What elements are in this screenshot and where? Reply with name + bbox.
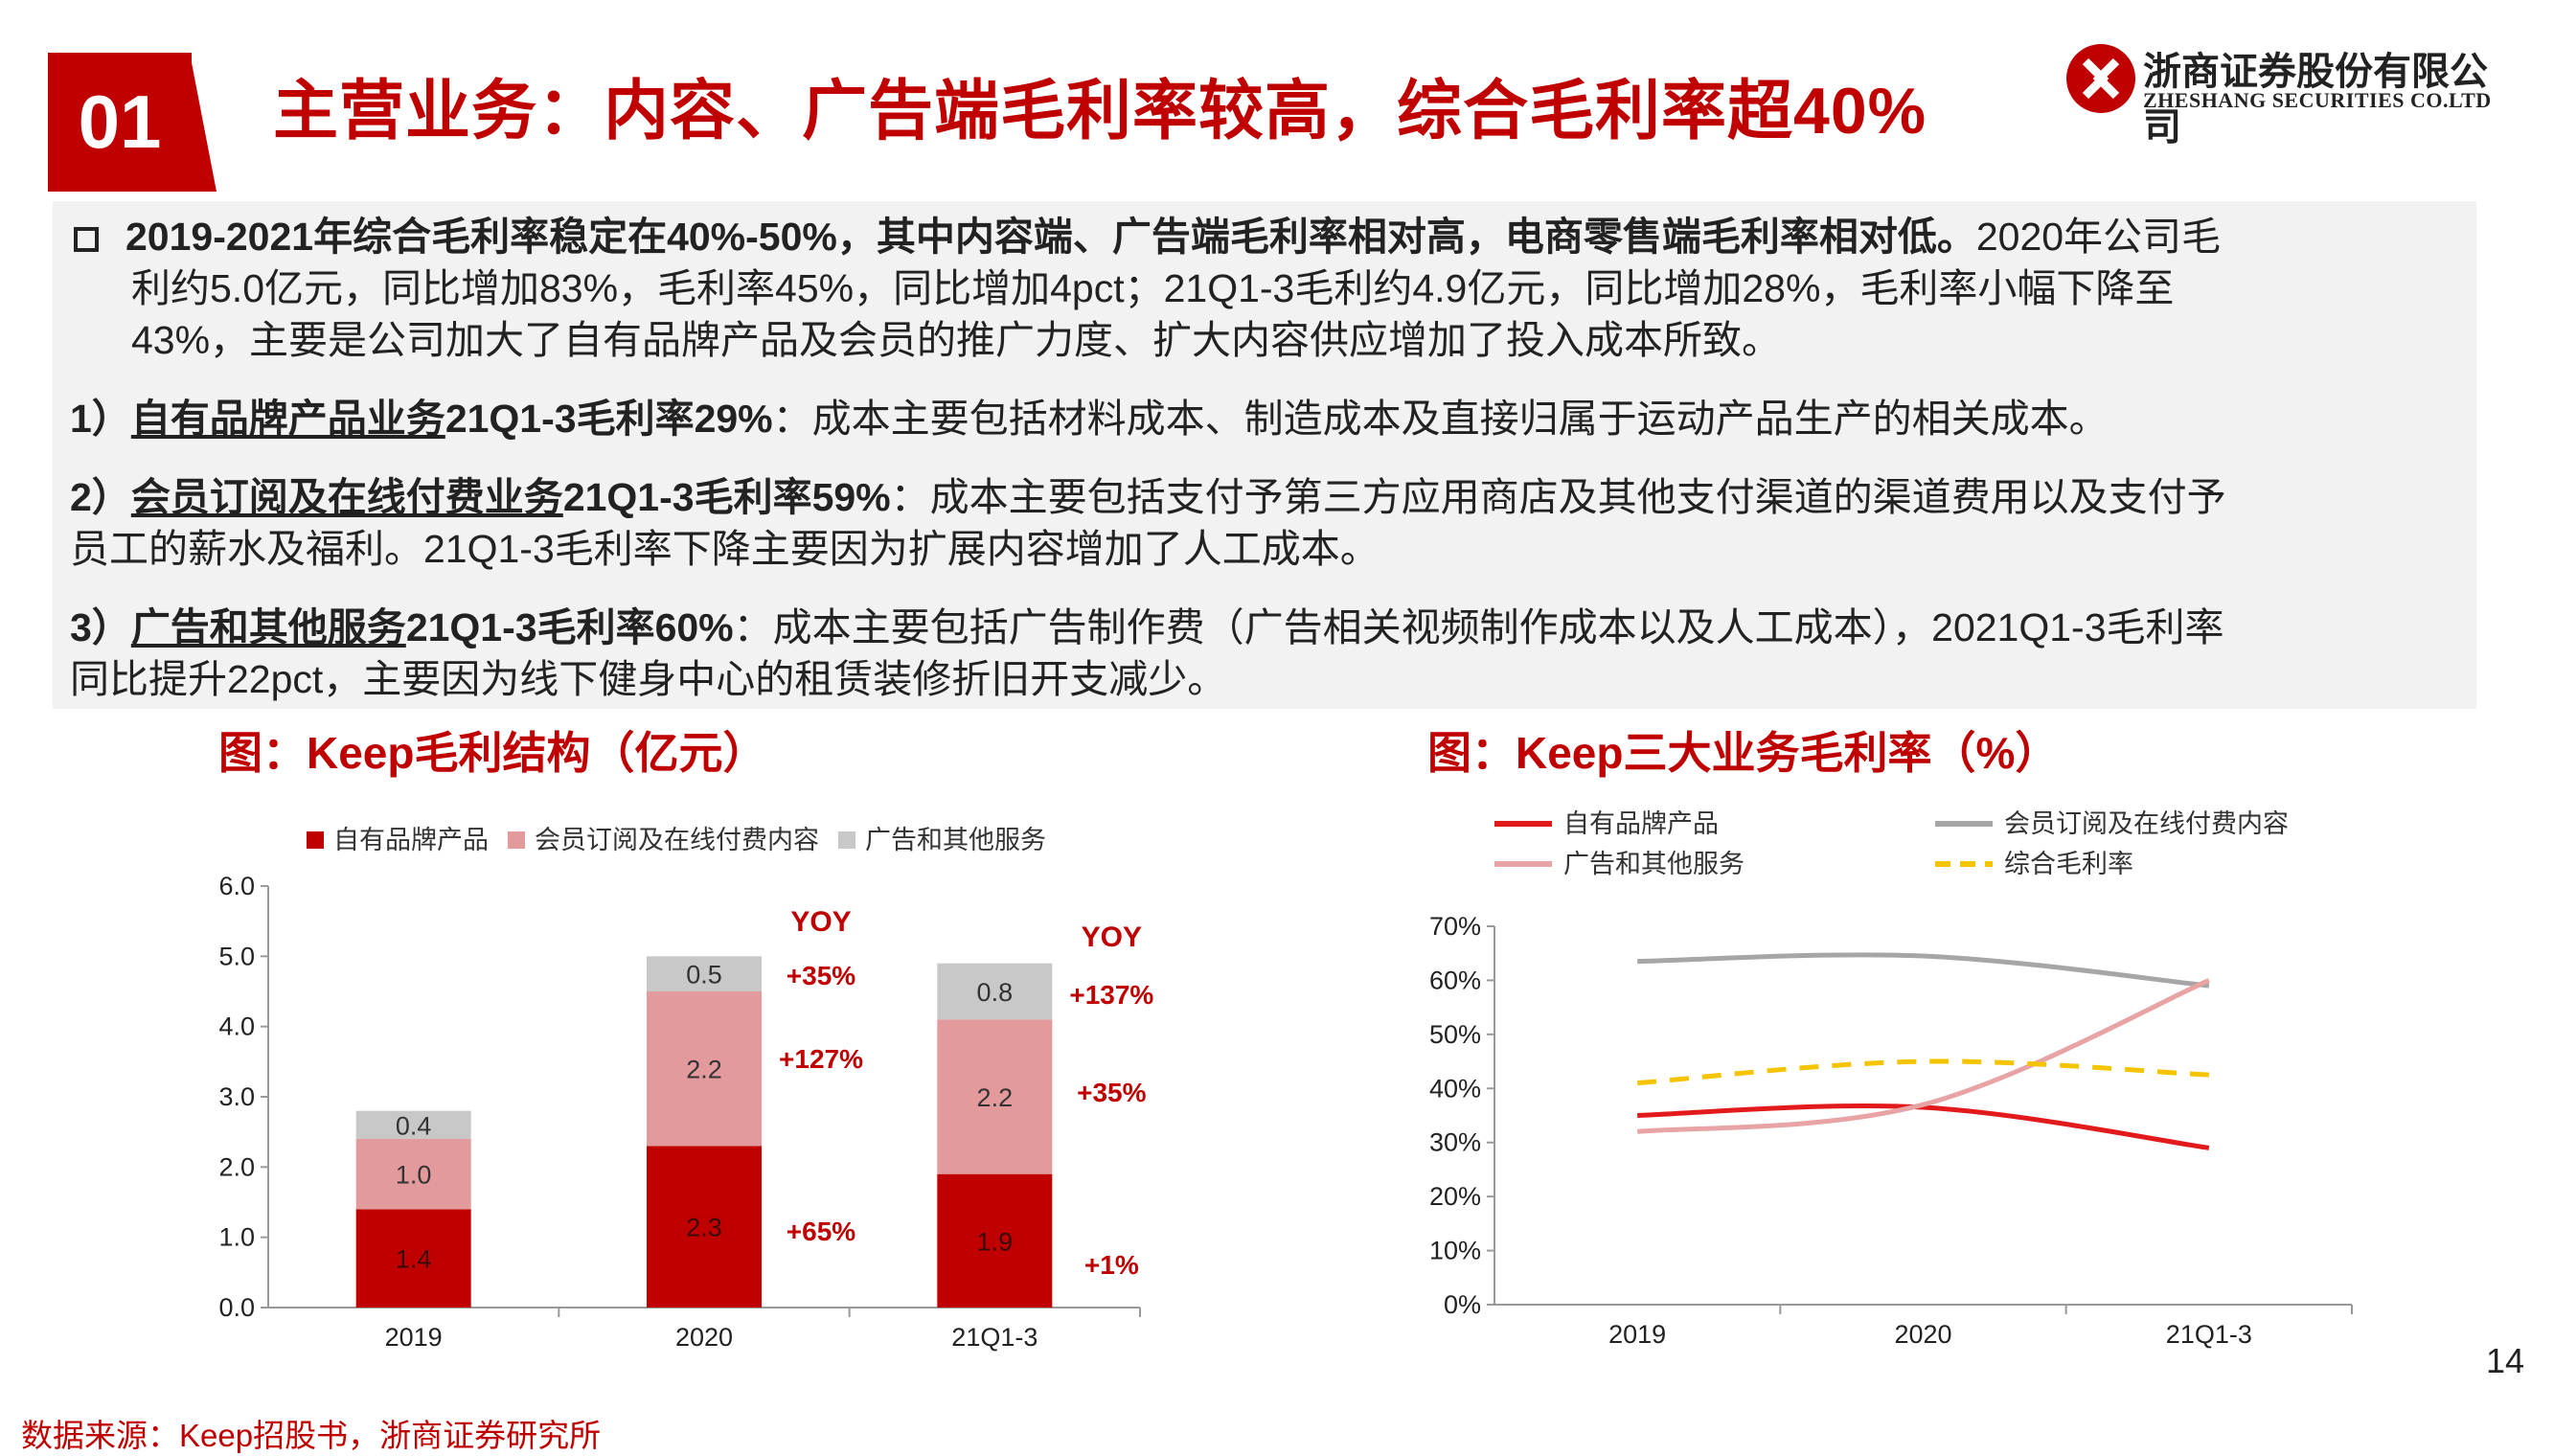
yoy-header: YOY: [790, 906, 851, 938]
left-chart-title: 图：Keep毛利结构（亿元）: [218, 728, 767, 778]
summary-paragraph-0: 2019-2021年综合毛利率稳定在40%-50%，其中内容端、广告端毛利率相对…: [74, 211, 2469, 262]
legend-label-0: 自有品牌产品: [333, 826, 489, 854]
bar-segment: [355, 1139, 471, 1210]
point-3-number: 3）: [70, 605, 131, 649]
x-tick-label: 2019: [385, 1323, 443, 1352]
bar-data-label: 2.3: [686, 1214, 722, 1242]
legend-label-0: 自有品牌产品: [1563, 809, 1719, 838]
bar-data-label: 1.9: [977, 1227, 1014, 1256]
y-tick-label: 0.0: [218, 1293, 255, 1322]
yoy-label: +127%: [779, 1044, 863, 1074]
yoy-header: YOY: [1082, 921, 1142, 953]
x-tick-label: 21Q1-3: [2166, 1320, 2252, 1349]
point-3-heading: 广告和其他服务: [130, 605, 406, 649]
bar-data-label: 0.5: [686, 961, 722, 990]
bar-data-label: 2.2: [686, 1056, 722, 1084]
x-tick-label: 2019: [1608, 1320, 1666, 1349]
point-2-line-2: 员工的薪水及福利。21Q1-3毛利率下降主要因为扩展内容增加了人工成本。: [70, 527, 1380, 571]
yoy-label: +35%: [1077, 1078, 1146, 1107]
bar-segment: [647, 956, 762, 991]
y-tick-label: 70%: [1429, 912, 1481, 941]
summary-box: 2019-2021年综合毛利率稳定在40%-50%，其中内容端、广告端毛利率相对…: [53, 201, 2476, 709]
y-tick-label: 2.0: [218, 1152, 255, 1181]
summary-line-2: 利约5.0亿元，同比增加83%，毛利率45%，同比增加4pct；21Q1-3毛利…: [131, 266, 2175, 310]
point-3: 3）广告和其他服务21Q1-3毛利率60%：成本主要包括广告制作费（广告相关视频…: [70, 602, 2224, 653]
bar-segment: [937, 1019, 1053, 1174]
bar-segment: [647, 991, 762, 1147]
point-1-text: ：成本主要包括材料成本、制造成本及直接归属于运动产品生产的相关成本。: [772, 397, 2109, 441]
bar-segment: [937, 1173, 1053, 1308]
logo-text-en: ZHESHANG SECURITIES CO.LTD: [2143, 88, 2492, 112]
legend-label-2: 广告和其他服务: [1563, 850, 1744, 878]
point-2-text: ：成本主要包括支付予第三方应用商店及其他支付渠道的渠道费用以及支付予: [890, 475, 2226, 519]
legend-label-2: 广告和其他服务: [865, 826, 1046, 854]
point-2-number: 2）: [70, 475, 131, 519]
page-title: 主营业务：内容、广告端毛利率较高，综合毛利率超40%: [273, 75, 1927, 148]
x-tick-label: 2020: [675, 1323, 733, 1352]
y-tick-label: 1.0: [218, 1223, 255, 1252]
series-line-1: [1637, 952, 2210, 989]
legend-swatch-1: [508, 831, 525, 849]
legend-swatch-0: [307, 831, 324, 849]
y-tick-label: 50%: [1429, 1020, 1481, 1049]
bar-data-label: 0.4: [396, 1111, 432, 1140]
point-1-number: 1）: [70, 397, 131, 441]
y-tick-label: 30%: [1429, 1128, 1481, 1157]
series-line-3: [1636, 1058, 2209, 1086]
bar-data-label: 0.8: [977, 978, 1014, 1007]
bar-segment: [937, 963, 1053, 1020]
badge-tail: [190, 53, 217, 192]
bar-segment: [355, 1209, 471, 1308]
bar-data-label: 2.2: [977, 1083, 1014, 1112]
legend-swatch-2: [838, 831, 855, 849]
yoy-label: +1%: [1084, 1250, 1139, 1280]
right-chart-title: 图：Keep三大业务毛利率（%）: [1427, 728, 2060, 778]
y-tick-label: 0%: [1444, 1290, 1481, 1319]
series-line-0: [1637, 1103, 2210, 1150]
x-tick-label: 21Q1-3: [951, 1323, 1038, 1352]
summary-line-3: 43%，主要是公司加大了自有品牌产品及会员的推广力度、扩大内容供应增加了投入成本…: [131, 318, 1782, 362]
yoy-label: +137%: [1069, 980, 1153, 1010]
point-1-heading: 自有品牌产品业务: [130, 397, 445, 441]
point-2: 2）会员订阅及在线付费业务21Q1-3毛利率59%：成本主要包括支付予第三方应用…: [70, 471, 2226, 523]
y-tick-label: 3.0: [218, 1082, 255, 1111]
logo-emblem-icon: [2066, 44, 2135, 113]
page-number: 14: [2486, 1341, 2525, 1380]
point-2-heading: 会员订阅及在线付费业务: [130, 475, 563, 519]
y-tick-label: 6.0: [218, 872, 255, 900]
yoy-label: +35%: [787, 961, 855, 990]
legend-label-3: 综合毛利率: [2004, 850, 2133, 878]
yoy-label: +65%: [787, 1217, 855, 1246]
series-line-2: [1636, 978, 2210, 1134]
data-source: 数据来源：Keep招股书，浙商证券研究所: [21, 1418, 602, 1453]
point-1: 1）自有品牌产品业务21Q1-3毛利率29%：成本主要包括材料成本、制造成本及直…: [70, 393, 2109, 444]
bar-data-label: 1.0: [396, 1161, 432, 1190]
point-3-text: ：成本主要包括广告制作费（广告相关视频制作成本以及人工成本），2021Q1-3毛…: [733, 605, 2224, 649]
bar-segment: [647, 1146, 762, 1308]
bar-data-label: 1.4: [396, 1245, 432, 1274]
y-tick-label: 60%: [1429, 966, 1481, 994]
point-3-line-2: 同比提升22pct，主要因为线下健身中心的租赁装修折旧开支减少。: [70, 657, 1227, 701]
y-tick-label: 5.0: [218, 942, 255, 970]
gross-profit-bar-chart: 自有品牌产品 会员订阅及在线付费内容 广告和其他服务 0.0 1.0 2.0 3.0 4.0 5…: [218, 826, 1153, 1352]
point-3-rate: 21Q1-3毛利率60%: [405, 605, 734, 649]
company-logo: 浙商证券股份有限公司 ZHESHANG SECURITIES CO.LTD: [2064, 40, 2515, 149]
y-tick-label: 40%: [1429, 1074, 1481, 1103]
summary-bold: 2019-2021年综合毛利率稳定在40%-50%，其中内容端、广告端毛利率相对…: [125, 215, 1976, 259]
point-1-rate: 21Q1-3毛利率29%: [445, 397, 773, 441]
x-tick-label: 2020: [1894, 1320, 1951, 1349]
summary-tail: 2020年公司毛: [1975, 215, 2222, 259]
legend-label-1: 会员订阅及在线付费内容: [535, 826, 819, 854]
y-tick-label: 10%: [1429, 1237, 1481, 1265]
point-2-rate: 21Q1-3毛利率59%: [562, 475, 891, 519]
y-tick-label: 4.0: [218, 1012, 255, 1041]
legend-label-1: 会员订阅及在线付费内容: [2004, 809, 2289, 838]
bar-segment: [355, 1110, 471, 1139]
square-bullet-icon: [74, 227, 99, 252]
y-tick-label: 20%: [1429, 1182, 1481, 1211]
section-badge: 01: [48, 53, 192, 192]
logo-text-cn: 浙商证券股份有限公司: [2143, 49, 2488, 149]
